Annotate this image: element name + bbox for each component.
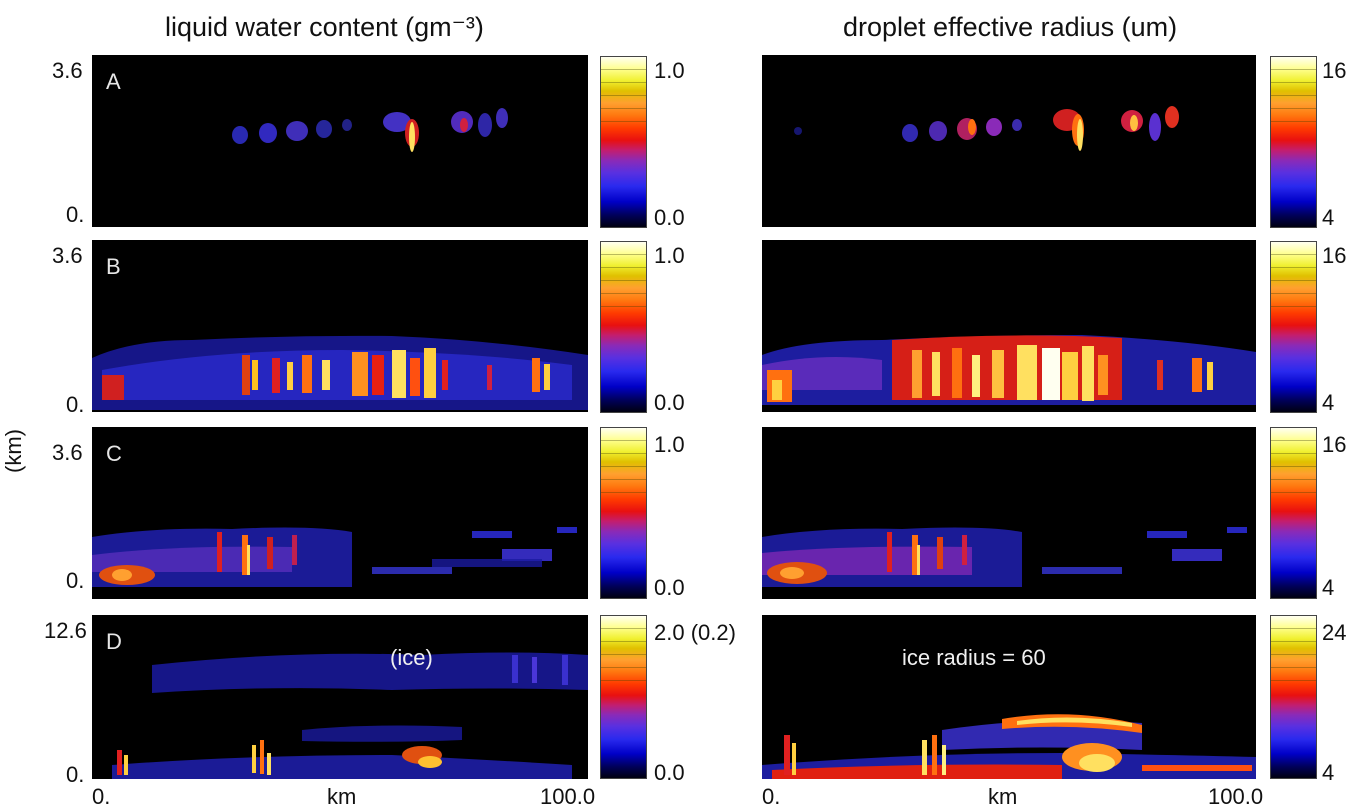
panel-b-left: B xyxy=(92,240,588,412)
y-tick-c-bottom: 0. xyxy=(66,568,85,593)
y-tick-d-top: 12.6 xyxy=(44,618,87,643)
right-chart-title: droplet effective radius (um) xyxy=(843,12,1178,42)
cloud-field xyxy=(232,108,508,152)
y-tick-d-bottom: 0. xyxy=(66,762,85,787)
panel-d-right: ice radius = 60 xyxy=(762,615,1256,779)
panel-b-right xyxy=(762,240,1256,412)
x-axis-label-right: km xyxy=(988,784,1018,809)
panel-label-b: B xyxy=(106,254,121,279)
heatmap-d-right xyxy=(762,714,1256,779)
colorbar-d-right xyxy=(1270,615,1317,779)
cbar-a-right-min: 4 xyxy=(1322,205,1335,230)
heatmap-a-left xyxy=(232,108,508,152)
cloud-field xyxy=(794,106,1179,151)
colorbar-b-right xyxy=(1270,241,1317,413)
cbar-b-right-min: 4 xyxy=(1322,390,1335,415)
cbar-a-left-min: 0.0 xyxy=(654,205,685,230)
cbar-c-left-min: 0.0 xyxy=(654,575,685,600)
y-tick-a-top: 3.6 xyxy=(52,58,83,83)
ice-radius-annotation: ice radius = 60 xyxy=(902,645,1046,670)
panel-a-right xyxy=(762,55,1256,227)
x-axis-label-left: km xyxy=(327,784,357,809)
heatmap-b-right xyxy=(762,335,1256,405)
cbar-b-left-max: 1.0 xyxy=(654,243,685,268)
panel-label-d: D xyxy=(106,629,122,654)
heatmap-b-left xyxy=(92,335,588,410)
cbar-c-right-min: 4 xyxy=(1322,575,1335,600)
heatmap-d-left xyxy=(112,652,588,779)
cloud-field xyxy=(92,527,577,587)
cbar-d-left-max: 2.0 (0.2) xyxy=(654,620,736,645)
cbar-a-left-max: 1.0 xyxy=(654,58,685,83)
panel-label-c: C xyxy=(106,441,122,466)
cbar-c-right-max: 16 xyxy=(1322,432,1347,457)
panel-d-left: D (ice) xyxy=(92,615,588,779)
colorbar-d-left xyxy=(600,615,647,779)
cbar-b-left-min: 0.0 xyxy=(654,390,685,415)
x-tick-left-start: 0. xyxy=(92,784,111,809)
cbar-b-right-max: 16 xyxy=(1322,243,1347,268)
panel-a-left: A xyxy=(92,55,588,227)
cbar-d-left-min: 0.0 xyxy=(654,760,685,785)
panel-c-right xyxy=(762,427,1256,599)
y-tick-a-bottom: 0. xyxy=(66,202,85,227)
panel-c-left: C xyxy=(92,427,588,599)
y-tick-c-top: 3.6 xyxy=(52,440,83,465)
cloud-field xyxy=(762,527,1247,587)
panel-label-a: A xyxy=(106,69,121,94)
colorbar-c-left xyxy=(600,427,647,599)
left-chart-title: liquid water content (gm⁻³) xyxy=(165,12,484,42)
cloud-field xyxy=(762,714,1256,779)
x-tick-right-start: 0. xyxy=(762,784,781,809)
cbar-a-right-max: 16 xyxy=(1322,58,1347,83)
colorbar-a-left xyxy=(600,56,647,228)
y-axis-label: (km) xyxy=(0,429,26,473)
heatmap-c-left xyxy=(92,527,577,587)
x-tick-left-end: 100.0 xyxy=(540,784,596,809)
y-tick-b-top: 3.6 xyxy=(52,243,83,268)
heatmap-c-right xyxy=(762,527,1247,587)
cloud-field xyxy=(762,335,1256,405)
cbar-c-left-max: 1.0 xyxy=(654,432,685,457)
heatmap-a-right xyxy=(794,106,1179,151)
cbar-d-right-min: 4 xyxy=(1322,760,1335,785)
cloud-field xyxy=(92,335,588,410)
y-tick-b-bottom: 0. xyxy=(66,392,85,417)
cloud-field xyxy=(112,652,588,779)
colorbar-a-right xyxy=(1270,56,1317,228)
colorbar-c-right xyxy=(1270,427,1317,599)
cbar-d-right-max: 24 xyxy=(1322,620,1347,645)
ice-annotation: (ice) xyxy=(390,645,433,670)
colorbar-b-left xyxy=(600,241,647,413)
x-tick-right-end: 100.0 xyxy=(1208,784,1264,809)
